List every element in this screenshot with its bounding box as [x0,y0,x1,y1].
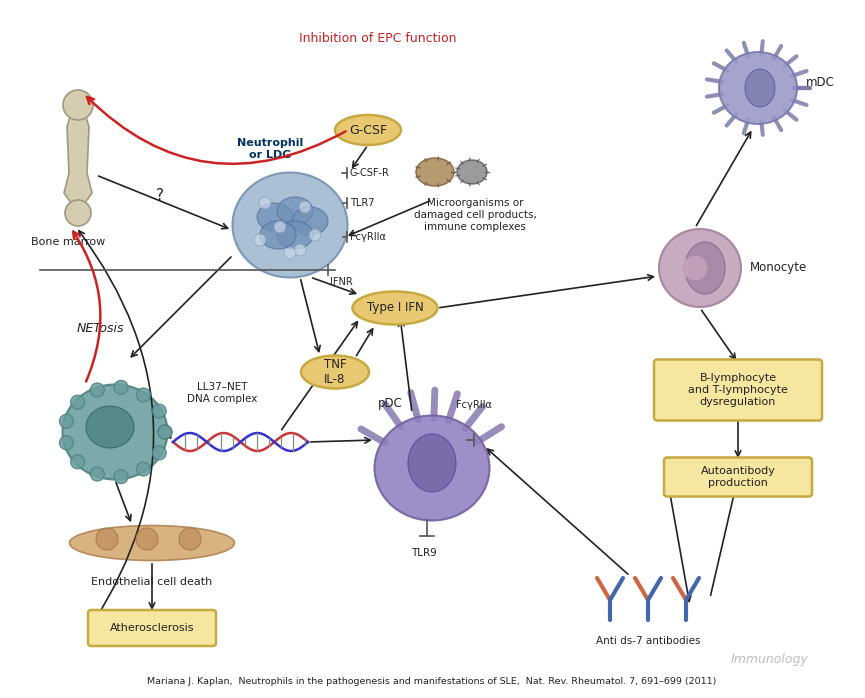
Circle shape [71,455,85,469]
Circle shape [60,414,74,429]
Circle shape [274,221,286,233]
Ellipse shape [659,229,741,307]
Text: TLR7: TLR7 [350,198,375,208]
Text: IFNR: IFNR [330,277,353,287]
Ellipse shape [62,385,168,480]
Ellipse shape [69,526,234,560]
Circle shape [254,234,266,246]
FancyBboxPatch shape [654,359,822,420]
Circle shape [90,383,105,397]
Circle shape [137,462,151,476]
Text: TLR9: TLR9 [411,548,437,558]
Circle shape [683,256,707,280]
Text: pDC: pDC [377,397,402,410]
Circle shape [96,528,118,550]
Circle shape [158,425,172,439]
Text: G-CSF: G-CSF [349,124,387,137]
Circle shape [63,90,93,120]
Ellipse shape [719,52,797,124]
Text: G-CSF-R: G-CSF-R [350,168,390,178]
Text: FcγRIIα: FcγRIIα [456,400,492,410]
Polygon shape [64,113,92,207]
Ellipse shape [257,203,293,231]
FancyBboxPatch shape [88,610,216,646]
Ellipse shape [301,355,369,389]
Text: Neutrophil
or LDG: Neutrophil or LDG [237,138,303,160]
Circle shape [114,380,128,394]
FancyArrowPatch shape [87,97,346,164]
Ellipse shape [277,197,313,225]
Ellipse shape [292,207,328,235]
Text: TNF
IL-8: TNF IL-8 [324,358,346,386]
Text: Microorganisms or
damaged cell products,
immune complexes: Microorganisms or damaged cell products,… [413,198,536,232]
Circle shape [90,467,105,481]
Text: Inhibition of EPC function: Inhibition of EPC function [299,31,457,45]
Text: Atherosclerosis: Atherosclerosis [110,623,195,633]
FancyBboxPatch shape [664,457,812,496]
Ellipse shape [260,221,296,249]
Text: ?: ? [156,188,164,204]
Text: Type I IFN: Type I IFN [367,302,423,315]
Text: B-lymphocyte
and T-lymphocyte
dysregulation: B-lymphocyte and T-lymphocyte dysregulat… [688,373,788,407]
Circle shape [136,528,158,550]
Text: Anti ds-7 antibodies: Anti ds-7 antibodies [596,636,701,646]
Circle shape [294,244,306,256]
Text: Autoantibody
production: Autoantibody production [701,466,775,488]
Ellipse shape [685,242,725,294]
Ellipse shape [86,406,134,448]
Ellipse shape [745,69,775,107]
Ellipse shape [408,434,456,492]
Circle shape [71,395,85,409]
Circle shape [152,404,166,418]
Text: LL37–NET
DNA complex: LL37–NET DNA complex [187,383,257,404]
Circle shape [309,229,321,241]
Text: Endothelial cell death: Endothelial cell death [92,577,213,587]
Text: Immunology: Immunology [730,653,808,666]
Ellipse shape [353,292,438,325]
Ellipse shape [277,221,313,249]
Circle shape [299,201,311,213]
Circle shape [179,528,201,550]
Ellipse shape [233,172,348,278]
Text: mDC: mDC [806,77,835,89]
Text: NETosis: NETosis [76,322,124,334]
Ellipse shape [335,115,401,145]
Text: Monocyte: Monocyte [750,262,807,274]
Circle shape [137,388,151,402]
Text: Bone marrow: Bone marrow [31,237,106,247]
Circle shape [158,425,172,439]
Ellipse shape [416,158,454,186]
Text: FcγRIIα: FcγRIIα [350,232,386,242]
Ellipse shape [375,415,490,521]
Circle shape [259,197,271,209]
Circle shape [114,470,128,484]
Circle shape [284,247,296,259]
Text: Mariana J. Kaplan,  Neutrophils in the pathogenesis and manifestations of SLE,  : Mariana J. Kaplan, Neutrophils in the pa… [147,677,717,686]
Circle shape [60,436,74,450]
Circle shape [152,446,166,460]
FancyArrowPatch shape [74,232,100,381]
Ellipse shape [457,160,487,184]
Circle shape [65,200,91,226]
